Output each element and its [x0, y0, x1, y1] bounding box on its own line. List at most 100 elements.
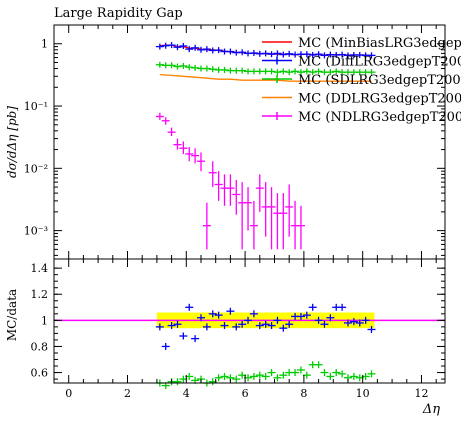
data-point: [279, 68, 288, 75]
data-point: [302, 51, 311, 58]
data-point: [196, 46, 205, 53]
ratio-y-tick-label: 0.8: [31, 340, 49, 353]
x-tick-label: 12: [414, 387, 428, 400]
data-point: [220, 66, 229, 73]
ratio-point: [314, 361, 323, 369]
legend: MC (MinBiasLRG3edgepT MC (DiffLRG3edgepT2…: [262, 36, 461, 125]
data-point: [291, 68, 300, 75]
data-point: [202, 65, 211, 72]
data-point: [261, 50, 270, 57]
ratio-point: [232, 375, 241, 383]
ratio-point: [267, 322, 276, 330]
ratio-point: [249, 310, 258, 318]
ratio-point: [291, 369, 300, 377]
ratio-point: [191, 335, 200, 343]
ratio-point: [296, 366, 305, 374]
data-point: [308, 51, 317, 58]
data-point: [255, 174, 264, 212]
data-point: [332, 68, 341, 75]
x-tick-label: 8: [300, 387, 307, 400]
data-point: [191, 64, 200, 71]
ratio-point: [367, 370, 376, 378]
ratio-y-tick-label: 1.4: [31, 262, 49, 275]
ratio-point: [367, 325, 376, 333]
legend-entry: MC (NDLRG3edgepT200E: [262, 110, 461, 125]
ratio-point: [314, 316, 323, 324]
ratio-point: [185, 303, 194, 311]
ratio-point: [238, 320, 247, 328]
data-point: [191, 44, 200, 51]
ratio-point: [349, 372, 358, 380]
ratio-point: [261, 320, 270, 328]
data-point: [202, 46, 211, 53]
ratio-plot-frame: [53, 258, 446, 384]
ratio-y-tick-label: 1.2: [31, 288, 49, 301]
data-point: [367, 52, 376, 59]
ratio-point: [249, 372, 258, 380]
ratio-point: [232, 323, 241, 331]
ratio-y-axis-label: MC/data: [5, 289, 19, 341]
data-point: [308, 69, 317, 76]
ratio-point: [361, 316, 370, 324]
series-group: [159, 73, 372, 82]
ratio-point: [196, 314, 205, 322]
data-point: [338, 51, 347, 58]
data-point: [296, 205, 305, 250]
ratio-point: [349, 318, 358, 326]
data-point: [196, 152, 205, 172]
ratio-point: [308, 303, 317, 311]
ratio-plot-marks: [54, 303, 445, 390]
ratio-y-tick-label: 0.6: [31, 367, 49, 380]
data-point: [208, 66, 217, 73]
main-plot-axis: 1 10⁻¹ 10⁻² 10⁻³: [24, 24, 445, 259]
ratio-point: [273, 374, 282, 382]
ratio-point: [214, 374, 223, 382]
ratio-series-group: [155, 361, 376, 390]
data-point: [367, 69, 376, 76]
ratio-point: [279, 371, 288, 379]
data-point: [155, 112, 164, 120]
data-point: [179, 141, 188, 154]
data-point: [267, 187, 276, 250]
data-point: [326, 69, 335, 76]
data-point: [267, 68, 276, 75]
ratio-point: [161, 342, 170, 350]
data-point: [273, 69, 282, 76]
data-point: [232, 179, 241, 215]
data-point: [155, 43, 164, 50]
x-tick-label: 10: [356, 387, 370, 400]
ratio-point: [214, 311, 223, 319]
chart-title: Large Rapidity Gap: [54, 6, 183, 21]
ratio-point: [267, 369, 276, 377]
x-axis-label: Δη: [422, 402, 440, 417]
data-point: [249, 50, 258, 57]
ratio-point: [179, 332, 188, 340]
ratio-point: [226, 307, 235, 315]
data-point: [185, 64, 194, 71]
main-y-tick-label: 10⁻²: [24, 162, 48, 175]
legend-label: MC (MinBiasLRG3edgepT: [298, 36, 461, 51]
main-y-tick-label: 10⁻³: [24, 225, 48, 238]
data-point: [185, 146, 194, 162]
ratio-point: [220, 322, 229, 330]
ratio-point: [320, 320, 329, 328]
main-y-axis-label: dσ/dΔη [pb]: [5, 106, 19, 178]
ratio-point: [279, 324, 288, 332]
data-point: [238, 67, 247, 74]
data-point: [314, 51, 323, 58]
data-point: [167, 62, 176, 69]
ratio-point: [326, 372, 335, 380]
data-point: [238, 182, 247, 250]
ratio-plot-axis: 0.6 0.8 1 1.2 1.4 0 2 4 6 8 10 12: [31, 259, 445, 400]
x-tick-label: 2: [124, 387, 131, 400]
ratio-point: [355, 319, 364, 327]
ratio-point: [220, 372, 229, 380]
ratio-point: [202, 323, 211, 331]
data-point: [320, 52, 329, 59]
legend-label: MC (NDLRG3edgepT200E: [298, 110, 461, 125]
data-point: [261, 182, 270, 237]
legend-label: MC (DiffLRG3edgepT200: [298, 55, 461, 70]
main-plot-marks: [155, 42, 376, 250]
data-point: [226, 174, 235, 206]
series-group: [155, 42, 376, 59]
